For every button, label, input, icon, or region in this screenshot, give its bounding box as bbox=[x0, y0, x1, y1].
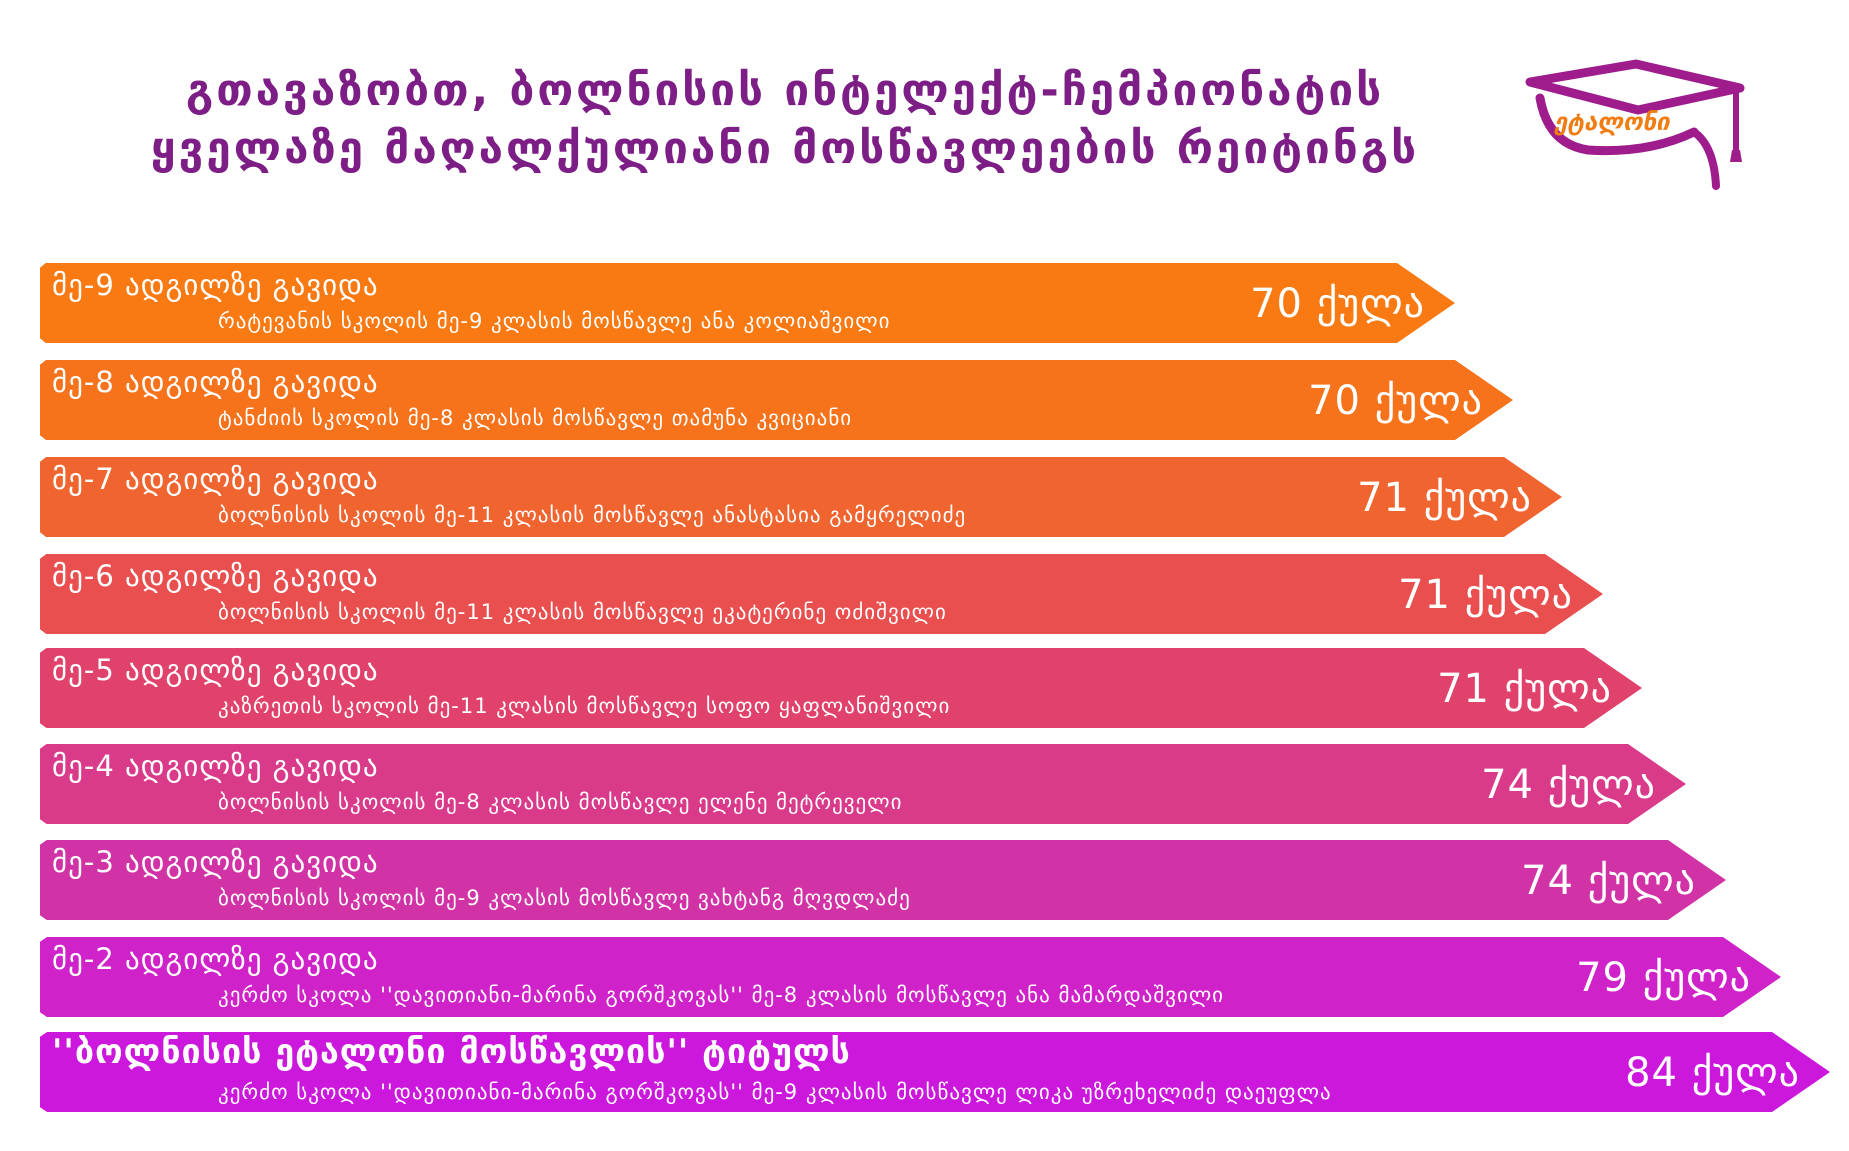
ranking-description: ბოლნისის სკოლის მე-11 კლასის მოსწავლე ეკ… bbox=[218, 600, 947, 624]
ranking-arrow: მე-9 ადგილზე გავიდა რატევანის სკოლის მე-9… bbox=[40, 263, 1455, 343]
ranking-description: ტანძიის სკოლის მე-8 კლასის მოსწავლე თამუ… bbox=[218, 406, 853, 430]
logo: ეტალონი bbox=[1518, 58, 1748, 198]
ranking-place: მე-7 ადგილზე გავიდა bbox=[52, 462, 379, 496]
page-title: გთავაზობთ, ბოლნისის ინტელექტ-ჩემპიონატის… bbox=[60, 62, 1510, 178]
ranking-arrow: მე-5 ადგილზე გავიდა კაზრეთის სკოლის მე-11… bbox=[40, 648, 1642, 728]
ranking-arrow: მე-7 ადგილზე გავიდა ბოლნისის სკოლის მე-11… bbox=[40, 457, 1562, 537]
ranking-arrow: მე-2 ადგილზე გავიდა კერძო სკოლა ''დავითია… bbox=[40, 937, 1781, 1017]
ranking-score: 74 ქულა bbox=[1481, 762, 1656, 808]
ranking-score: 71 ქულა bbox=[1357, 475, 1532, 521]
graduation-cap-icon bbox=[1525, 59, 1745, 190]
ranking-arrow: მე-3 ადგილზე გავიდა ბოლნისის სკოლის მე-9 … bbox=[40, 840, 1726, 920]
ranking-score: 84 ქულა bbox=[1625, 1050, 1800, 1096]
ranking-score: 71 ქულა bbox=[1437, 666, 1612, 712]
ranking-description: კაზრეთის სკოლის მე-11 კლასის მოსწავლე სო… bbox=[218, 694, 951, 718]
ranking-place: მე-4 ადგილზე გავიდა bbox=[52, 749, 379, 783]
ranking-place: მე-5 ადგილზე გავიდა bbox=[52, 653, 379, 687]
ranking-arrow: ''ბოლნისის ეტალონი მოსწავლის'' ტიტულს კერ… bbox=[40, 1032, 1830, 1112]
ranking-score: 71 ქულა bbox=[1398, 572, 1573, 618]
ranking-description: ბოლნისის სკოლის მე-11 კლასის მოსწავლე ან… bbox=[218, 503, 967, 527]
ranking-place: მე-3 ადგილზე გავიდა bbox=[52, 845, 379, 879]
ranking-score: 74 ქულა bbox=[1521, 858, 1696, 904]
ranking-arrow: მე-6 ადგილზე გავიდა ბოლნისის სკოლის მე-11… bbox=[40, 554, 1603, 634]
ranking-score: 79 ქულა bbox=[1576, 955, 1751, 1001]
ranking-score: 70 ქულა bbox=[1250, 281, 1425, 327]
title-line-2: ყველაზე მაღალქულიანი მოსწავლეების რეიტინ… bbox=[150, 123, 1420, 174]
ranking-arrow: მე-8 ადგილზე გავიდა ტანძიის სკოლის მე-8 კ… bbox=[40, 360, 1513, 440]
ranking-place: მე-6 ადგილზე გავიდა bbox=[52, 559, 379, 593]
ranking-description: ბოლნისის სკოლის მე-9 კლასის მოსწავლე ვახ… bbox=[218, 886, 911, 910]
ranking-score: 70 ქულა bbox=[1308, 378, 1483, 424]
ranking-description: რატევანის სკოლის მე-9 კლასის მოსწავლე ან… bbox=[218, 309, 891, 333]
ranking-place: მე-9 ადგილზე გავიდა bbox=[52, 268, 379, 302]
ranking-place: ''ბოლნისის ეტალონი მოსწავლის'' ტიტულს bbox=[52, 1032, 851, 1072]
ranking-place: მე-2 ადგილზე გავიდა bbox=[52, 942, 379, 976]
ranking-description: ბოლნისის სკოლის მე-8 კლასის მოსწავლე ელე… bbox=[218, 790, 903, 814]
logo-text: ეტალონი bbox=[1554, 108, 1670, 136]
ranking-description: კერძო სკოლა ''დავითიანი-მარინა გორშკოვას… bbox=[218, 1080, 1332, 1104]
ranking-place: მე-8 ადგილზე გავიდა bbox=[52, 365, 379, 399]
ranking-description: კერძო სკოლა ''დავითიანი-მარინა გორშკოვას… bbox=[218, 983, 1225, 1007]
ranking-arrow: მე-4 ადგილზე გავიდა ბოლნისის სკოლის მე-8 … bbox=[40, 744, 1686, 824]
title-line-1: გთავაზობთ, ბოლნისის ინტელექტ-ჩემპიონატის bbox=[185, 65, 1385, 116]
